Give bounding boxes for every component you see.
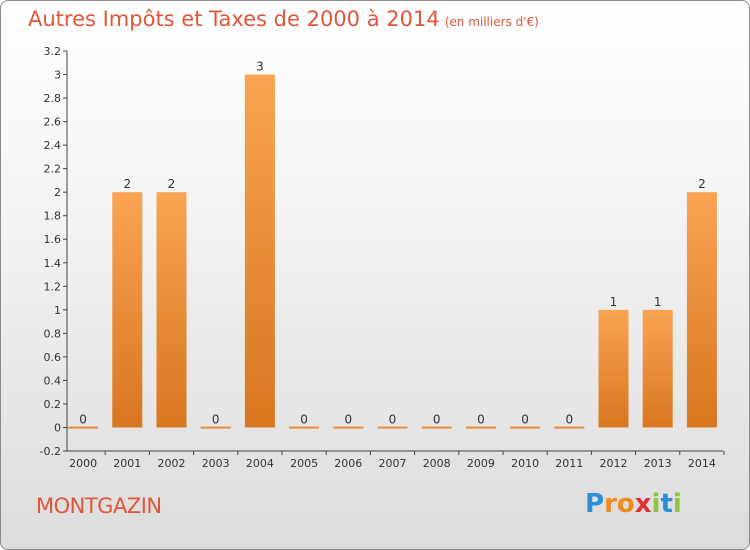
y-tick-label: 2.4 [44, 139, 62, 152]
y-tick-label: 0.2 [44, 398, 62, 411]
bar-2014 [686, 192, 717, 428]
y-tick-label: 0.8 [44, 327, 62, 340]
x-tick-label: 2008 [423, 457, 451, 470]
logo-letter: t [660, 489, 673, 519]
data-labels: 0 2 2 0 3 0 0 0 0 0 0 0 1 1 2 [79, 60, 705, 427]
logo-letter: x [634, 489, 652, 519]
bar-2004 [244, 74, 275, 428]
bar-2007 [377, 426, 408, 429]
y-tick-label: 2 [54, 186, 61, 199]
logo-letter: i [651, 489, 661, 519]
logo-letter: r [604, 489, 617, 519]
y-tick-label: 1.6 [44, 233, 62, 246]
data-label: 2 [123, 177, 131, 191]
y-tick-label: 0.6 [44, 351, 62, 364]
axes: -0.2 0 0.2 0.4 0.6 0.8 1 1.2 1.4 1.6 1.8 2 2.2 2.4 2.6… [40, 45, 725, 470]
x-tick-label: 2011 [555, 457, 583, 470]
data-label: 1 [610, 295, 618, 309]
chart-title: Autres Impôts et Taxes de 2000 à 2014 (en… [28, 7, 539, 31]
x-tick-label: 2001 [113, 457, 141, 470]
y-tick-label: 3.2 [44, 45, 62, 58]
y-tick-label: 1.4 [44, 257, 62, 270]
bar-2012 [598, 309, 629, 428]
bar-2011 [554, 426, 585, 429]
logo-letter: o [616, 489, 635, 519]
y-tick-label: 0 [54, 421, 61, 434]
bar-2009 [465, 426, 496, 429]
data-label: 0 [477, 412, 485, 426]
y-tick-label: 1.2 [44, 280, 62, 293]
x-tick-label: 2002 [158, 457, 186, 470]
y-tick-label: 2.8 [44, 92, 62, 105]
proxiti-logo: Proxiti [585, 489, 682, 519]
x-tick-label: 2003 [202, 457, 230, 470]
x-tick-label: 2014 [688, 457, 716, 470]
y-tick-label: 2.2 [44, 163, 62, 176]
data-label: 0 [344, 412, 352, 426]
data-label: 0 [300, 412, 308, 426]
data-label: 0 [389, 412, 397, 426]
title-text: Autres Impôts et Taxes de 2000 à 2014 [28, 7, 440, 31]
y-tick-label: 0.4 [44, 374, 62, 387]
y-tick-label: -0.2 [40, 445, 61, 458]
bar-2013 [642, 309, 673, 428]
x-tick-label: 2007 [379, 457, 407, 470]
data-label: 0 [212, 412, 220, 426]
logo-letter: i [672, 489, 682, 519]
x-tick-label: 2006 [334, 457, 362, 470]
x-tick-label: 2010 [511, 457, 539, 470]
data-label: 0 [79, 412, 87, 426]
data-label: 2 [168, 177, 176, 191]
bar-2006 [333, 426, 364, 429]
data-label: 2 [698, 177, 706, 191]
x-tick-label: 2000 [69, 457, 97, 470]
y-tick-label: 1.8 [44, 210, 62, 223]
bar-2008 [421, 426, 452, 429]
bar-2000 [68, 426, 99, 429]
commune-name: MONTGAZIN [36, 494, 162, 518]
data-label: 3 [256, 60, 264, 74]
bar-2001 [112, 192, 143, 428]
y-tick-label: 2.6 [44, 116, 62, 129]
bar-2003 [200, 426, 231, 429]
bars [68, 74, 717, 429]
logo-letter: P [585, 489, 605, 519]
data-label: 1 [654, 295, 662, 309]
y-tick-label: 1 [54, 304, 61, 317]
x-tick-label: 2013 [644, 457, 672, 470]
x-tick-label: 2009 [467, 457, 495, 470]
y-tick-label: 3 [54, 69, 61, 82]
data-label: 0 [433, 412, 441, 426]
x-tick-label: 2005 [290, 457, 318, 470]
data-label: 0 [565, 412, 573, 426]
x-tick-label: 2004 [246, 457, 274, 470]
unit-label: (en milliers d'€) [444, 15, 539, 29]
bar-2005 [289, 426, 320, 429]
x-tick-label: 2012 [600, 457, 628, 470]
bar-2002 [156, 192, 187, 428]
bar-2010 [510, 426, 541, 429]
data-label: 0 [521, 412, 529, 426]
